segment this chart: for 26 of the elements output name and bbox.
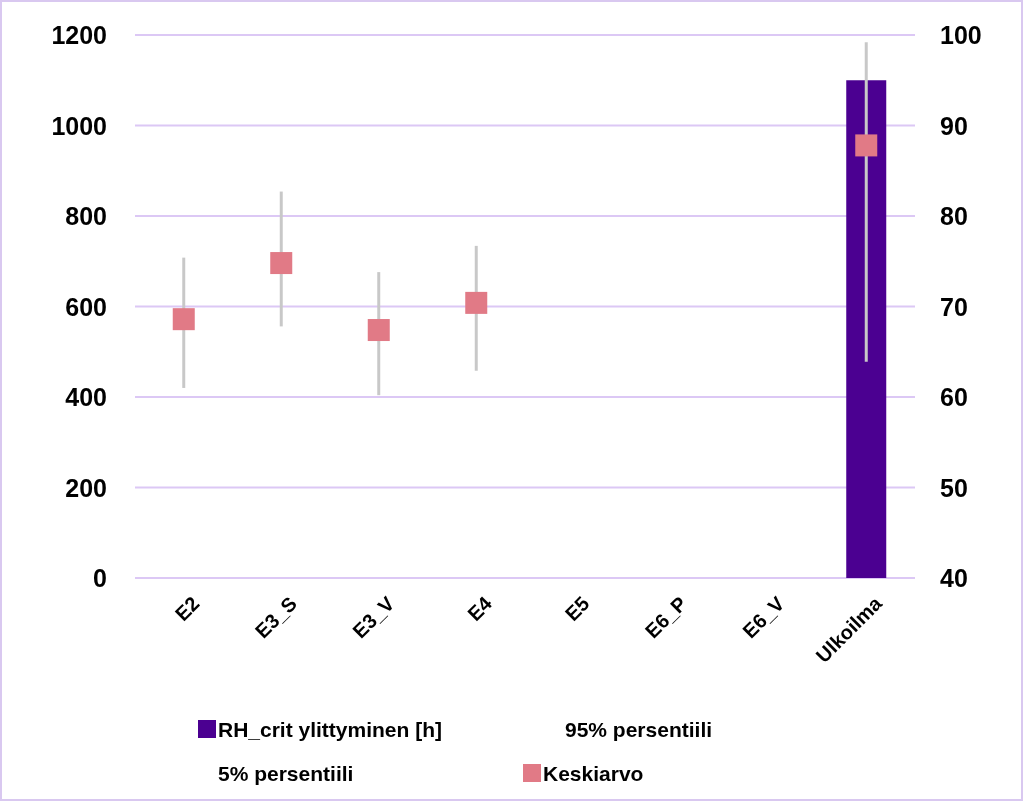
text: 5% persentiili	[218, 761, 354, 785]
y2-tick-label: 40	[940, 564, 968, 592]
point	[270, 252, 293, 275]
text: 95% persentiili	[565, 717, 713, 741]
y2-tick-label: 50	[940, 473, 968, 502]
y-tick-label: 1200	[51, 21, 107, 49]
point	[855, 134, 878, 157]
x-tick-label: E2	[170, 592, 204, 626]
legend-label: Keskiarvo	[543, 761, 644, 785]
y2-tick-label: 60	[940, 383, 968, 411]
y2-tick-label: 90	[940, 111, 968, 140]
point	[465, 291, 488, 314]
y-tick-label: 800	[65, 202, 107, 230]
y-tick-label: 600	[65, 292, 107, 321]
y2-tick-label: 70	[940, 292, 968, 321]
point	[367, 319, 390, 342]
y-tick-label: 1000	[51, 111, 107, 140]
x-tick-label: E5	[560, 592, 594, 626]
y-tick-label: 200	[65, 473, 107, 502]
x-tick-label: E4	[463, 591, 497, 626]
y2-tick-label: 100	[940, 21, 982, 49]
legend-label: RH_crit ylittyminen [h]	[218, 717, 443, 741]
y2-tick-label: 80	[940, 202, 968, 230]
point	[172, 308, 195, 331]
y-tick-label: 400	[65, 383, 107, 411]
y-tick-label: 0	[93, 564, 107, 592]
